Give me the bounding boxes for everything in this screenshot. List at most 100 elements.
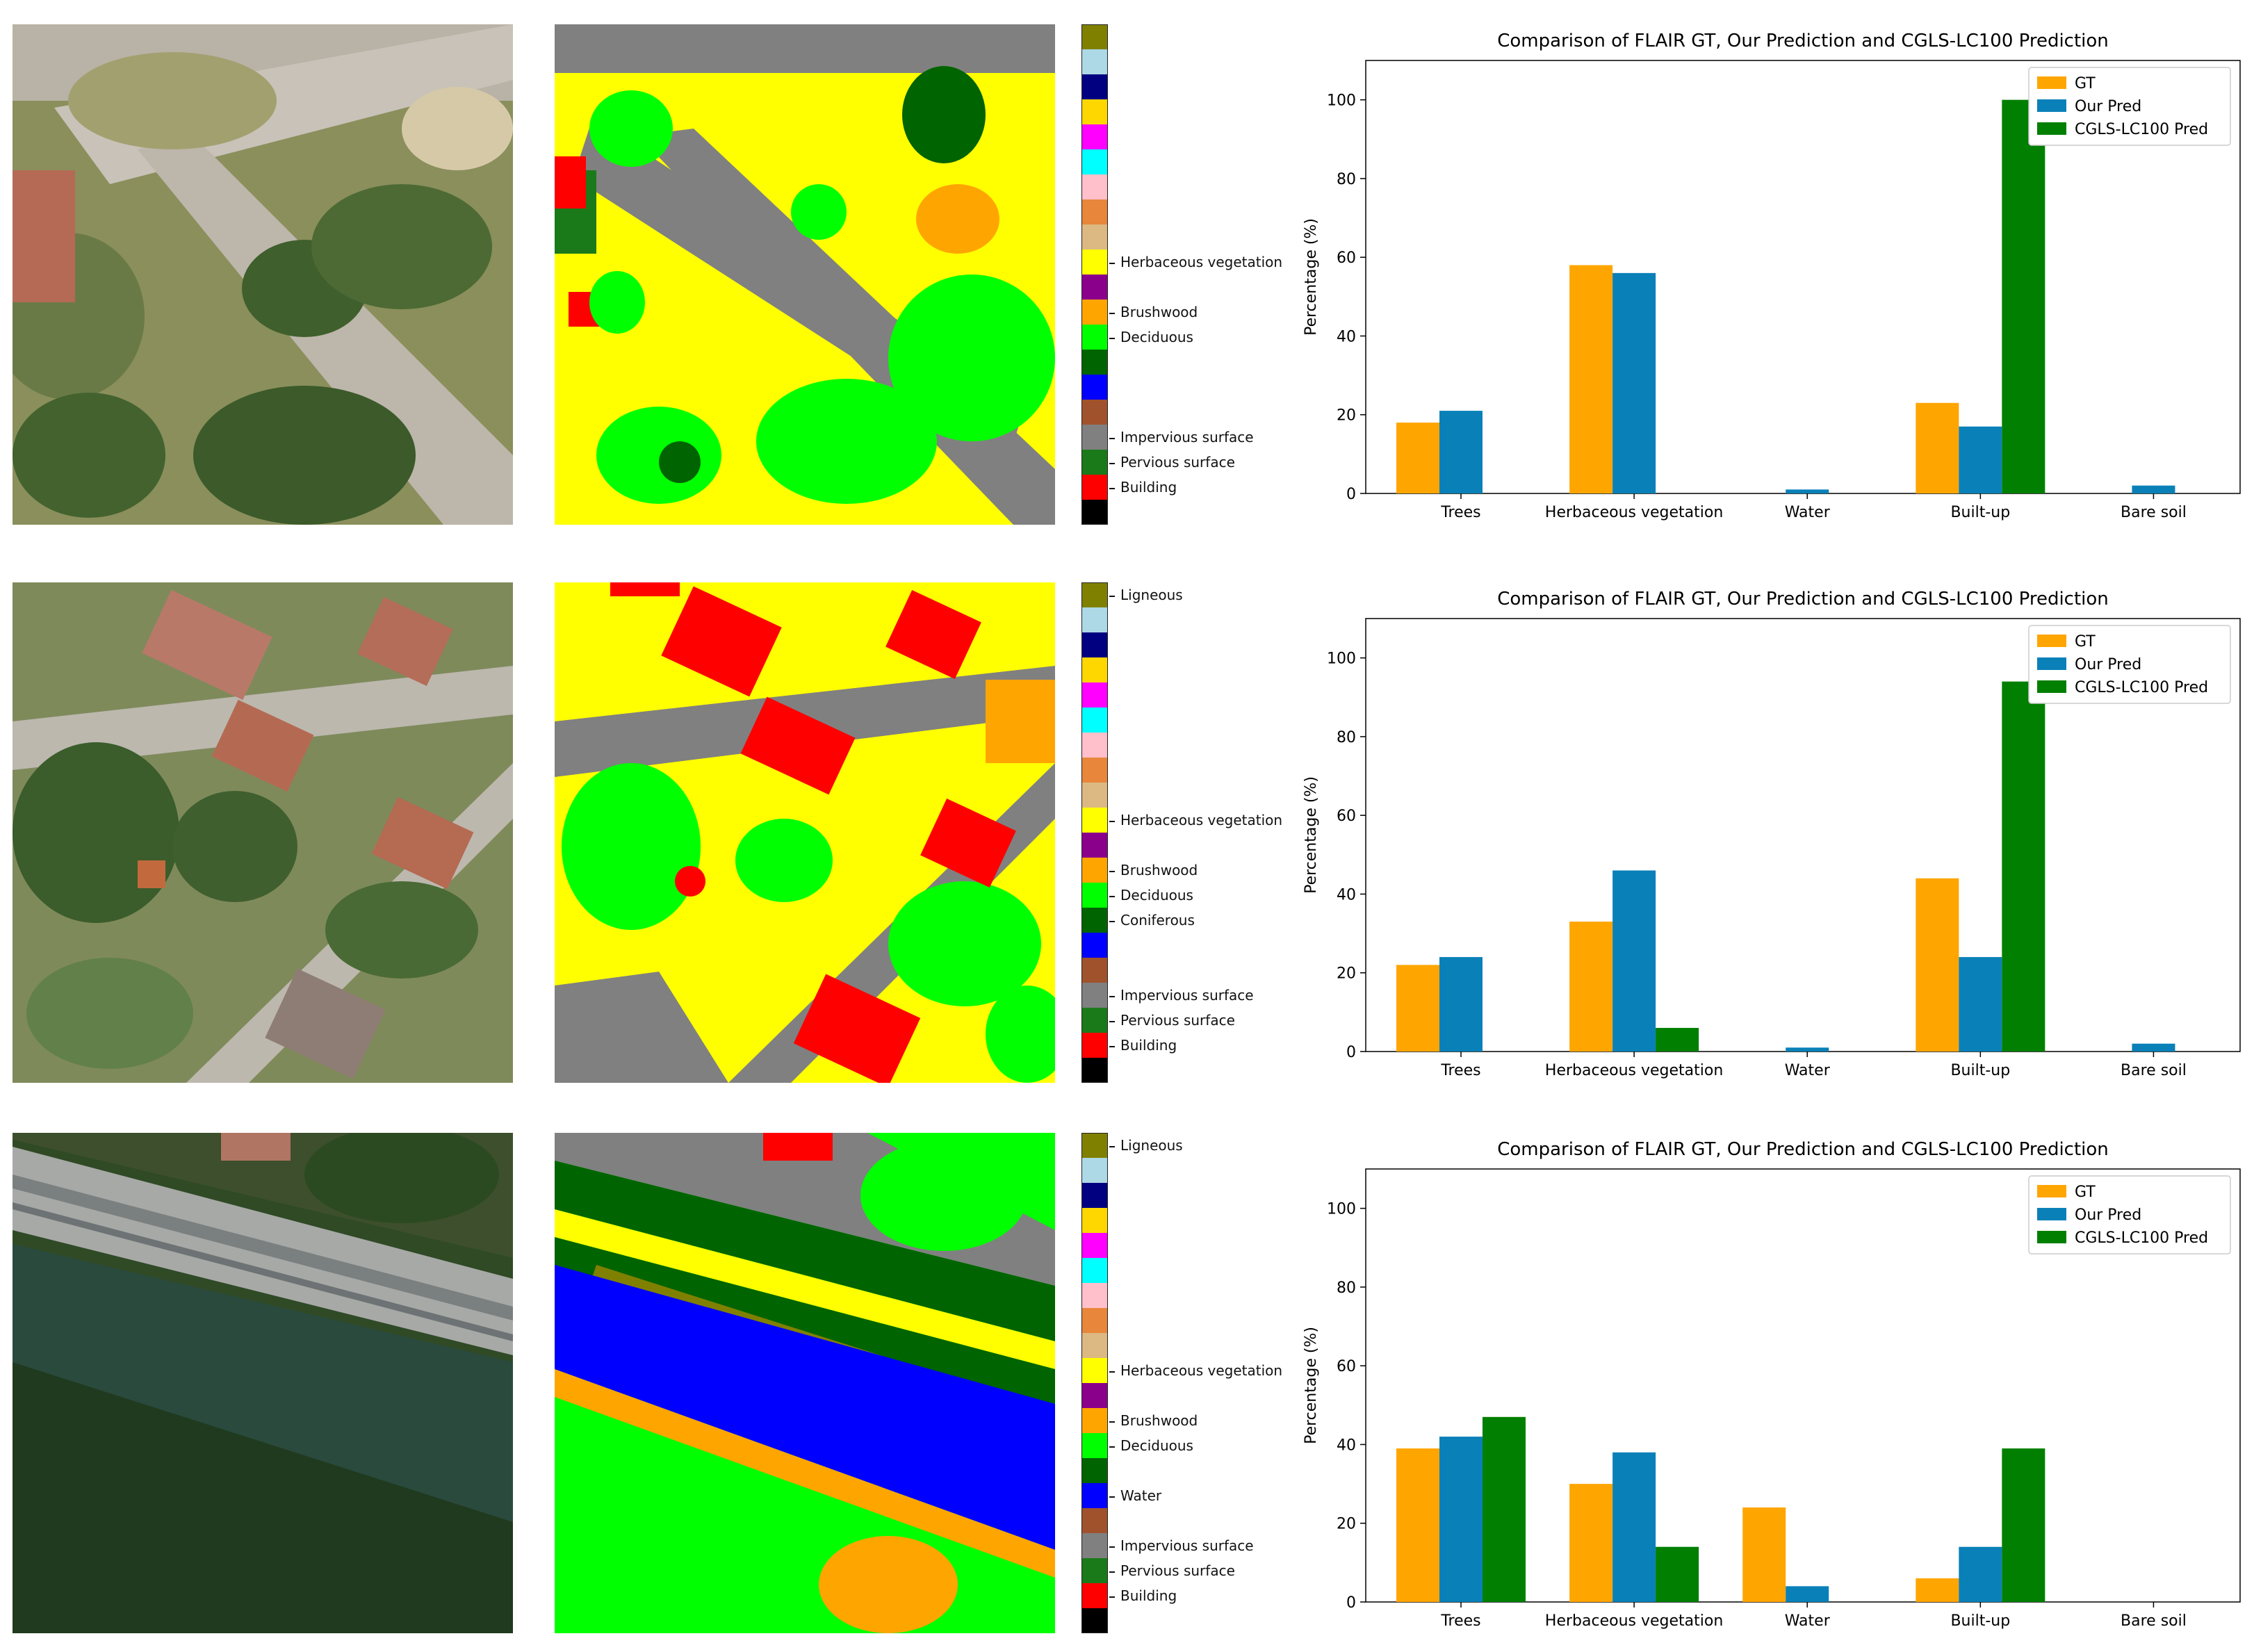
colorbar-cell [1082, 858, 1107, 883]
bar-our-pred-water [1786, 489, 1829, 493]
bar-our-pred-built-up [1959, 957, 2002, 1052]
chart-svg-1: Comparison of FLAIR GT, Our Prediction a… [1302, 31, 2241, 521]
bar-chart-1: Comparison of FLAIR GT, Our Prediction a… [1293, 24, 2254, 539]
legend-label: GT [2075, 75, 2096, 92]
colorbar-cell [1082, 708, 1107, 733]
colorbar-cell [1082, 1408, 1107, 1433]
y-tick-label: 100 [1327, 651, 1356, 668]
colorbar-cell [1082, 1283, 1107, 1308]
colorbar-label: Impervious surface [1109, 429, 1254, 445]
colorbar-label: Brushwood [1109, 1412, 1198, 1429]
colorbar-cell [1082, 1458, 1107, 1483]
colorbar-cell [1082, 1258, 1107, 1283]
legend-label: CGLS-LC100 Pred [2075, 679, 2208, 696]
colorbar-label: Building [1109, 479, 1177, 496]
bar-our-pred-herbaceous-vegetation [1612, 272, 1656, 493]
colorbar-label: Ligneous [1109, 1137, 1183, 1154]
legend-swatch [2037, 99, 2066, 112]
legend-label: CGLS-LC100 Pred [2075, 121, 2208, 138]
chart-title: Comparison of FLAIR GT, Our Prediction a… [1497, 589, 2109, 610]
bar-our-pred-bare-soil [2132, 485, 2175, 493]
x-tick-label: Bare soil [2121, 1062, 2187, 1079]
bar-our-pred-built-up [1959, 1546, 2002, 1602]
y-tick-label: 0 [1346, 1594, 1356, 1612]
x-tick-label: Water [1785, 504, 1831, 521]
bar-chart-2: Comparison of FLAIR GT, Our Prediction a… [1293, 582, 2254, 1097]
chart-svg-2: Comparison of FLAIR GT, Our Prediction a… [1302, 589, 2241, 1079]
colorbar-label: Brushwood [1109, 304, 1198, 320]
colorbar-cell [1082, 1533, 1107, 1558]
colorbar-cell [1082, 1233, 1107, 1258]
colorbar-cell [1082, 300, 1107, 325]
chart-svg-3: Comparison of FLAIR GT, Our Prediction a… [1302, 1139, 2241, 1630]
colorbar-cell [1082, 174, 1107, 199]
colorbar-labels-1: Herbaceous vegetation Brushwood Deciduous I… [1109, 24, 1304, 525]
colorbar-label: Building [1109, 1587, 1177, 1604]
figure-row-2: Ligneous Herbaceous vegetation Brushwood De… [0, 582, 2254, 1097]
x-tick-label: Herbaceous vegetation [1545, 1612, 1723, 1630]
colorbar-label: Pervious surface [1109, 1012, 1235, 1029]
x-tick-label: Trees [1440, 504, 1480, 521]
colorbar-label: Ligneous [1109, 587, 1183, 603]
colorbar-cell [1082, 74, 1107, 99]
x-tick-label: Trees [1440, 1062, 1480, 1079]
colorbar-cell [1082, 1508, 1107, 1533]
segmentation-map-1 [555, 24, 1055, 525]
colorbar-cell [1082, 1583, 1107, 1608]
y-tick-label: 80 [1337, 729, 1356, 746]
colorbar-cell [1082, 425, 1107, 450]
colorbar-cell [1082, 758, 1107, 783]
bar-cgls-lc100-pred-herbaceous-vegetation [1656, 1028, 1699, 1052]
bar-our-pred-water [1786, 1586, 1829, 1602]
colorbar-cell [1082, 808, 1107, 833]
colorbar-cell [1082, 475, 1107, 500]
bar-cgls-lc100-pred-built-up [2002, 99, 2045, 493]
colorbar-label: Herbaceous vegetation [1109, 1362, 1282, 1379]
colorbar-label: Building [1109, 1037, 1177, 1054]
x-tick-label: Herbaceous vegetation [1545, 1062, 1723, 1079]
x-tick-label: Water [1785, 1612, 1831, 1630]
colorbar-cell [1082, 733, 1107, 758]
colorbar-cell [1082, 199, 1107, 224]
colorbar-cell [1082, 250, 1107, 275]
colorbar-label: Coniferous [1109, 912, 1195, 929]
legend-swatch [2037, 635, 2066, 647]
figure-row-1: Herbaceous vegetation Brushwood Deciduous I… [0, 24, 2254, 539]
colorbar-cell [1082, 25, 1107, 49]
colorbar-cell [1082, 1158, 1107, 1183]
y-tick-label: 40 [1337, 1437, 1356, 1454]
bar-our-pred-trees [1439, 957, 1483, 1052]
y-tick-label: 40 [1337, 886, 1356, 903]
legend-label: GT [2075, 1184, 2096, 1201]
aerial-image-3 [13, 1133, 513, 1633]
colorbar-cell [1082, 1058, 1107, 1082]
x-tick-label: Herbaceous vegetation [1545, 504, 1723, 521]
segmentation-map-3 [555, 1133, 1055, 1633]
colorbar-cell [1082, 375, 1107, 400]
bar-gt-trees [1396, 1448, 1440, 1602]
bar-gt-herbaceous-vegetation [1569, 922, 1613, 1052]
colorbar-cell [1082, 325, 1107, 350]
colorbar-label: Pervious surface [1109, 1562, 1235, 1579]
colorbar-labels-2: Ligneous Herbaceous vegetation Brushwood De… [1109, 582, 1304, 1083]
y-tick-label: 100 [1327, 92, 1356, 110]
colorbar-cell [1082, 908, 1107, 933]
legend-swatch [2037, 1208, 2066, 1220]
colorbar-3 [1081, 1133, 1108, 1633]
colorbar-label: Herbaceous vegetation [1109, 812, 1282, 828]
colorbar-cell [1082, 1134, 1107, 1158]
colorbar-cell [1082, 99, 1107, 124]
x-tick-label: Bare soil [2121, 504, 2187, 521]
colorbar-label: Brushwood [1109, 862, 1198, 878]
bar-our-pred-water [1786, 1047, 1829, 1052]
legend-label: CGLS-LC100 Pred [2075, 1229, 2208, 1247]
colorbar-cell [1082, 500, 1107, 524]
colorbar-cell [1082, 1558, 1107, 1583]
y-tick-label: 100 [1327, 1201, 1356, 1218]
colorbar-cell [1082, 1358, 1107, 1383]
y-tick-label: 80 [1337, 171, 1356, 188]
colorbar-cell [1082, 632, 1107, 657]
bar-gt-built-up [1916, 878, 1959, 1052]
colorbar-cell [1082, 682, 1107, 708]
x-tick-label: Bare soil [2121, 1612, 2187, 1630]
